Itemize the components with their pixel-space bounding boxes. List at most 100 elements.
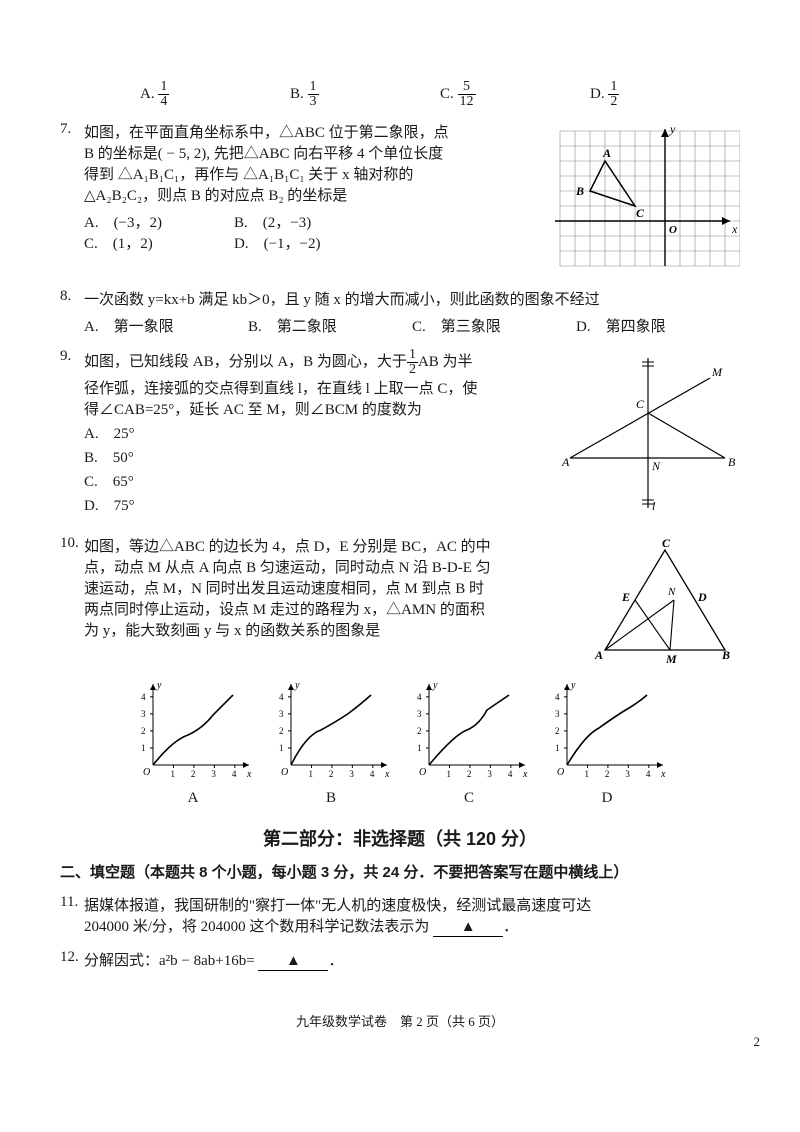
- svg-text:O: O: [669, 224, 677, 236]
- svg-text:3: 3: [141, 709, 146, 719]
- q9-number: 9.: [60, 348, 71, 365]
- svg-text:3: 3: [625, 769, 630, 779]
- svg-text:y: y: [570, 680, 576, 691]
- question-9: A B C M N l 9. 如图，已知线段 AB，分别以 A，B 为圆心，大于…: [60, 348, 740, 523]
- question-11: 11. 据媒体报道，我国研制的"察打一体"无人机的速度极快，经测试最高速度可达 …: [60, 894, 740, 937]
- svg-text:4: 4: [370, 769, 375, 779]
- svg-text:y: y: [156, 680, 162, 691]
- q7-line2: B 的坐标是( − 5, 2), 先把△ABC 向右平移 4 个单位长度: [84, 142, 740, 163]
- q9-line2: 径作弧，连接弧的交点得到直线 l，在直线 l 上取一点 C，使: [84, 377, 740, 398]
- svg-text:3: 3: [555, 709, 560, 719]
- svg-text:x: x: [731, 222, 738, 236]
- svg-text:1: 1: [417, 743, 422, 753]
- svg-text:2: 2: [467, 769, 472, 779]
- svg-text:C: C: [636, 206, 645, 220]
- svg-text:B: B: [728, 455, 736, 469]
- svg-text:4: 4: [646, 769, 651, 779]
- q6-opt-b: B. 13: [290, 80, 440, 109]
- q8-opt-c: C. 第三象限: [412, 315, 576, 336]
- q7-line4: △A₂B₂C₂，则点 B 的对应点 B₂ 的坐标是: [84, 184, 740, 205]
- q8-opt-a: A. 第一象限: [84, 315, 248, 336]
- q6-opt-c: C. 512: [440, 80, 590, 109]
- svg-text:1: 1: [584, 769, 589, 779]
- question-8: 8. 一次函数 y=kx+b 满足 kb＞0，且 y 随 x 的增大而减小，则此…: [60, 288, 740, 336]
- q12-blank: ▲: [258, 953, 328, 971]
- svg-text:2: 2: [279, 726, 284, 736]
- svg-text:1: 1: [170, 769, 175, 779]
- svg-text:1: 1: [555, 743, 560, 753]
- q7-opt-b: B. (2，−3): [234, 211, 384, 232]
- question-7: x y O A B C 7. 如图，在平面直角坐标系中，△ABC 位于第二象限，…: [60, 121, 740, 276]
- svg-text:x: x: [660, 769, 666, 780]
- q10-charts: 12341234Oxy A 12341234Oxy B 12341234Oxy …: [60, 680, 740, 807]
- svg-text:2: 2: [191, 769, 196, 779]
- svg-text:y: y: [294, 680, 300, 691]
- q10-chart-d: 12341234Oxy D: [547, 680, 667, 807]
- svg-text:1: 1: [446, 769, 451, 779]
- question-12: 12. 分解因式：a²b − 8ab+16b= ▲．: [60, 949, 740, 971]
- svg-text:4: 4: [279, 692, 284, 702]
- question-10: C A B E D N M 10. 如图，等边△ABC 的边长为 4，点 D，E…: [60, 535, 740, 807]
- q12-number: 12.: [60, 949, 79, 966]
- svg-text:1: 1: [141, 743, 146, 753]
- q7-opt-d: D. (−1，−2): [234, 232, 384, 253]
- svg-text:O: O: [557, 767, 564, 778]
- svg-text:3: 3: [211, 769, 216, 779]
- q7-number: 7.: [60, 121, 71, 138]
- svg-text:4: 4: [141, 692, 146, 702]
- svg-text:N: N: [651, 459, 661, 473]
- q11-line2: 204000 米/分，将 204000 这个数用科学记数法表示为 ▲．: [84, 915, 740, 937]
- svg-text:y: y: [432, 680, 438, 691]
- svg-text:3: 3: [279, 709, 284, 719]
- svg-text:3: 3: [417, 709, 422, 719]
- q9-line1: 如图，已知线段 AB，分别以 A，B 为圆心，大于: [84, 354, 407, 370]
- svg-text:x: x: [246, 769, 252, 780]
- q8-text: 一次函数 y=kx+b 满足 kb＞0，且 y 随 x 的增大而减小，则此函数的…: [84, 292, 600, 308]
- q10-line1: 如图，等边△ABC 的边长为 4，点 D，E 分别是 BC，AC 的中: [84, 535, 740, 556]
- q8-opt-d: D. 第四象限: [576, 315, 740, 336]
- svg-text:4: 4: [508, 769, 513, 779]
- svg-text:O: O: [419, 767, 426, 778]
- svg-text:2: 2: [141, 726, 146, 736]
- svg-text:3: 3: [487, 769, 492, 779]
- svg-text:l: l: [652, 499, 656, 513]
- section2-title: 第二部分：非选择题（共 120 分）: [60, 825, 740, 851]
- svg-text:x: x: [522, 769, 528, 780]
- svg-text:A: A: [561, 455, 570, 469]
- q10-line4: 两点同时停止运动，设点 M 走过的路程为 x，△AMN 的面积: [84, 598, 740, 619]
- svg-text:O: O: [143, 767, 150, 778]
- q6-opt-a: A. 14: [140, 80, 290, 109]
- q7-opt-a: A. (−3，2): [84, 211, 234, 232]
- q8-opt-b: B. 第二象限: [248, 315, 412, 336]
- q10-chart-a: 12341234Oxy A: [133, 680, 253, 807]
- svg-text:2: 2: [329, 769, 334, 779]
- q6-opt-d: D. 12: [590, 80, 740, 109]
- page-number: 2: [754, 1034, 761, 1050]
- svg-text:4: 4: [555, 692, 560, 702]
- svg-text:1: 1: [279, 743, 284, 753]
- q6-options: A. 14 B. 13 C. 512 D. 12: [60, 80, 740, 109]
- svg-text:2: 2: [605, 769, 610, 779]
- svg-text:A: A: [594, 648, 603, 662]
- svg-text:3: 3: [349, 769, 354, 779]
- svg-text:2: 2: [555, 726, 560, 736]
- page-footer: 九年级数学试卷 第 2 页（共 6 页）: [60, 1011, 740, 1030]
- svg-text:4: 4: [417, 692, 422, 702]
- q10-chart-b: 12341234Oxy B: [271, 680, 391, 807]
- svg-text:4: 4: [232, 769, 237, 779]
- q11-number: 11.: [60, 894, 78, 911]
- section2-sub: 二、填空题（本题共 8 个小题，每小题 3 分，共 24 分．不要把答案写在题中…: [60, 861, 740, 882]
- q10-line2: 点，动点 M 从点 A 向点 B 匀速运动，同时动点 N 沿 B-D-E 匀: [84, 556, 740, 577]
- q9-line3: 得∠CAB=25°，延长 AC 至 M，则∠BCM 的度数为: [84, 398, 740, 419]
- q10-line3: 速运动，点 M，N 同时出发且运动速度相同，点 M 到点 B 时: [84, 577, 740, 598]
- svg-text:M: M: [665, 652, 677, 665]
- q10-line5: 为 y，能大致刻画 y 与 x 的函数关系的图象是: [84, 619, 740, 640]
- svg-text:x: x: [384, 769, 390, 780]
- q8-number: 8.: [60, 288, 71, 305]
- q10-chart-c: 12341234Oxy C: [409, 680, 529, 807]
- q12-text: 分解因式：a²b − 8ab+16b=: [84, 953, 255, 969]
- q7-opt-c: C. (1，2): [84, 232, 234, 253]
- svg-text:2: 2: [417, 726, 422, 736]
- q7-line1: 如图，在平面直角坐标系中，△ABC 位于第二象限，点: [84, 121, 740, 142]
- svg-text:O: O: [281, 767, 288, 778]
